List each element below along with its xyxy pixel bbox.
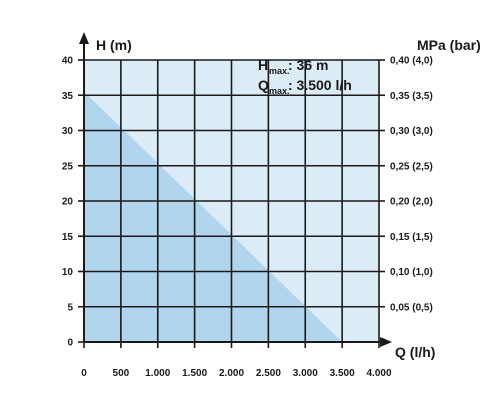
- h-max-value: : 36 m: [288, 57, 328, 73]
- performance-area: [84, 91, 343, 342]
- axes: [78, 32, 392, 348]
- h-max-subscript: max.: [269, 66, 290, 76]
- x-tick-label: 1.500: [182, 368, 207, 379]
- y2-tick-labels: 0,05 (0,5) 0,10 (1,0) 0,15 (1,5) 0,20 (2,0)…: [390, 56, 433, 314]
- x-tick-label: 3.000: [293, 368, 318, 379]
- max-flow-annotation: Q max. : 3.500 l/h: [258, 77, 352, 96]
- x-tick-label: 500: [113, 368, 130, 379]
- x-tick-label: 0: [81, 368, 87, 379]
- q-max-symbol: Q: [258, 77, 269, 93]
- q-max-value: : 3.500 l/h: [288, 77, 352, 93]
- y2-tick-label: 0,35 (3,5): [390, 91, 433, 102]
- x-tick-label: 4.000: [366, 368, 391, 379]
- y2-tick-label: 0,20 (2,0): [390, 197, 433, 208]
- q-max-subscript: max.: [269, 86, 290, 96]
- max-head-annotation: H max. : 36 m: [258, 57, 328, 76]
- x-tick-label: 2.500: [256, 368, 281, 379]
- h-max-symbol: H: [258, 57, 268, 73]
- y2-tick-label: 0,15 (1,5): [390, 232, 433, 243]
- x-tick-label: 1.000: [145, 368, 170, 379]
- x-tick-label: 2.000: [219, 368, 244, 379]
- y2-tick-label: 0,40 (4,0): [390, 56, 433, 67]
- x-tick-labels: 0 500 1.000 1.500 2.000 2.500 3.000 3.500 4.000: [81, 368, 392, 379]
- x-tick-label: 3.500: [330, 368, 355, 379]
- y-tick-label: 25: [62, 161, 74, 172]
- y2-axis-label: MPa (bar): [417, 37, 481, 53]
- x-axis-label: Q (l/h): [395, 344, 435, 360]
- y2-tick-label: 0,25 (2,5): [390, 161, 433, 172]
- y-tick-label: 20: [62, 197, 74, 208]
- y2-tick-label: 0,30 (3,0): [390, 126, 433, 137]
- y-tick-labels: 0 5 10 15 20 25 30 35 40: [62, 56, 74, 349]
- y2-tick-label: 0,05 (0,5): [390, 302, 433, 313]
- y-axis-label: H (m): [96, 37, 132, 53]
- y-axis-arrow: [79, 32, 89, 44]
- y-tick-label: 10: [62, 267, 74, 278]
- y2-tick-label: 0,10 (1,0): [390, 267, 433, 278]
- y-tick-label: 35: [62, 91, 74, 102]
- y-tick-label: 0: [67, 338, 73, 349]
- y-tick-label: 5: [67, 302, 73, 313]
- y-tick-label: 15: [62, 232, 74, 243]
- x-axis-arrow: [380, 337, 392, 347]
- y-tick-label: 40: [62, 56, 74, 67]
- y-tick-label: 30: [62, 126, 74, 137]
